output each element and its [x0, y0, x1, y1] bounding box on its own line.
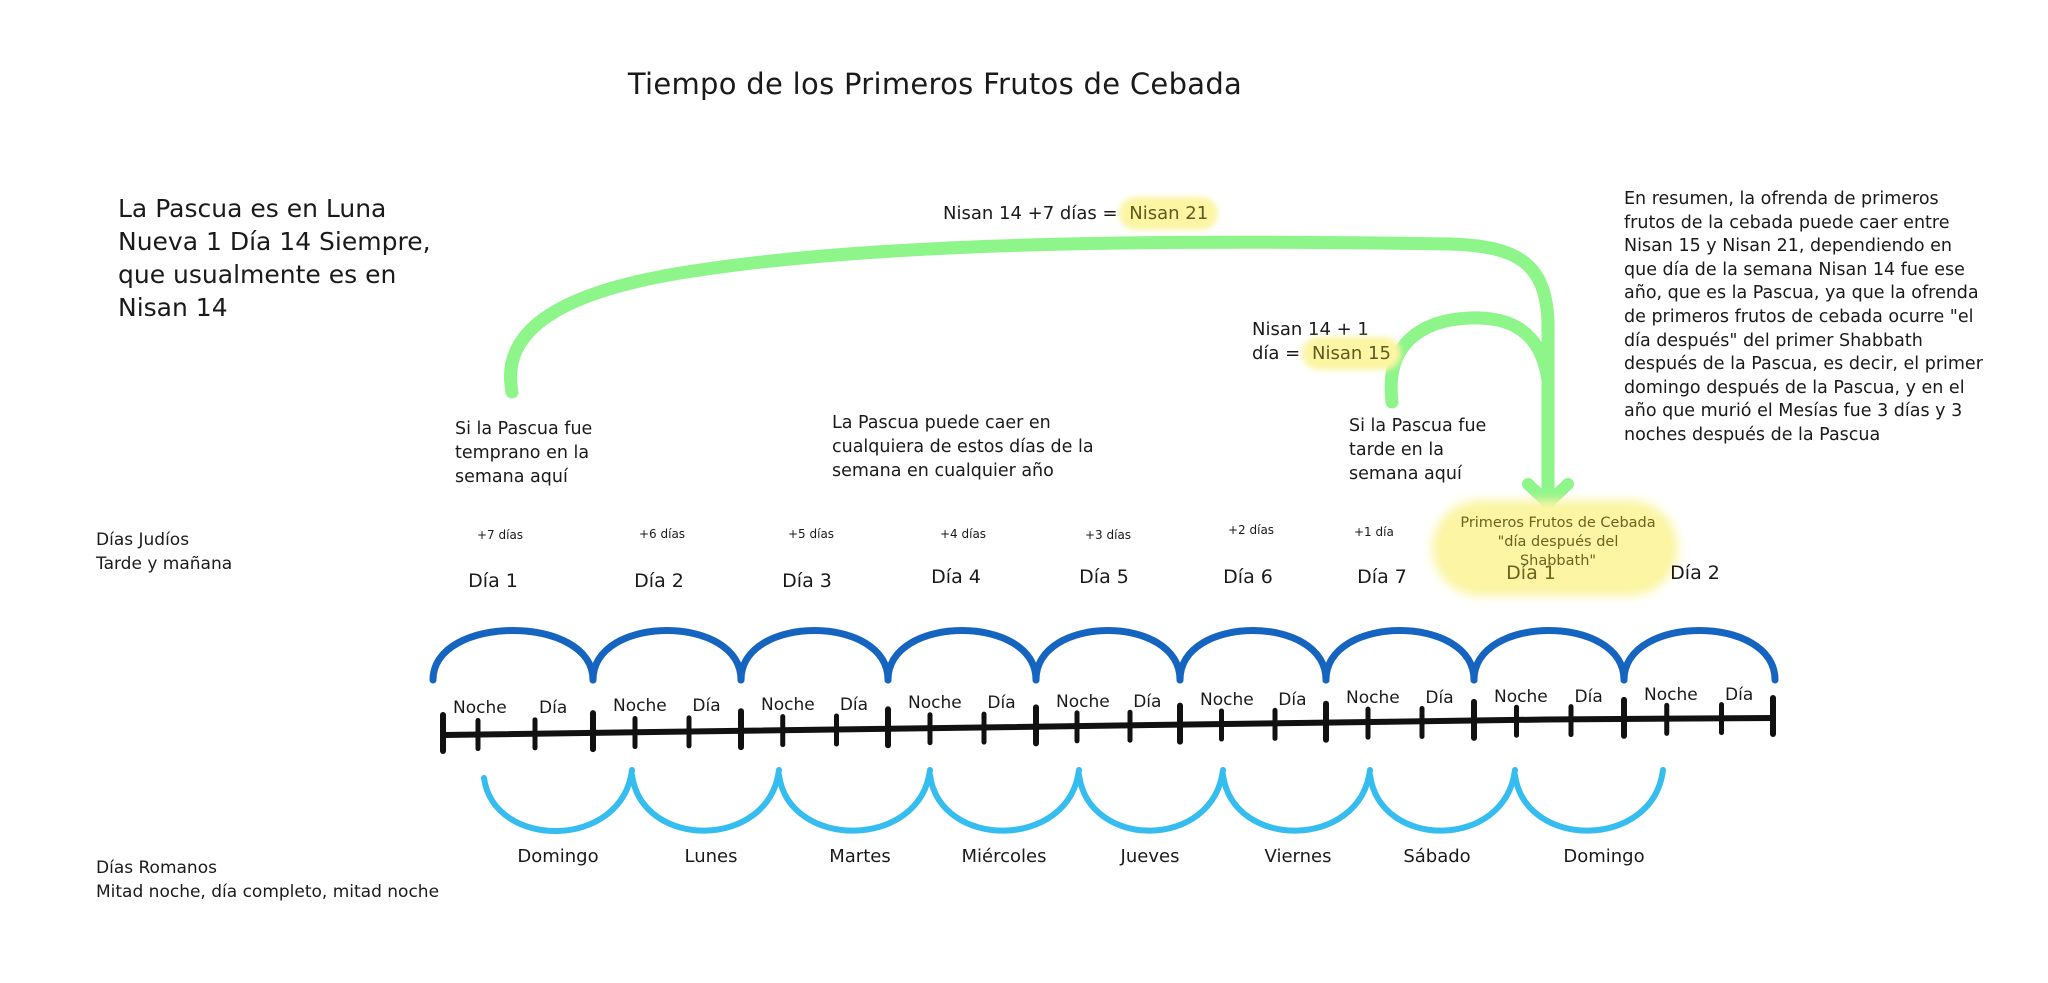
- plus1-prefix: Nisan 14 + 1 día =: [1252, 319, 1369, 364]
- day-label: Día: [839, 694, 869, 715]
- plus7-label: Nisan 14 +7 días = Nisan 21: [943, 201, 1215, 226]
- jewish-day-arc: [429, 627, 597, 684]
- roman-day-arc: [481, 767, 635, 834]
- jewish-day-arc: [1176, 627, 1330, 684]
- night-label: Noche: [1494, 686, 1548, 707]
- offset-label: +5 días: [788, 527, 835, 541]
- first-fruits-line1: Primeros Frutos de Cebada: [1460, 515, 1656, 531]
- roman-day-arcs: [481, 767, 1666, 834]
- offset-label: +2 días: [1228, 523, 1275, 537]
- night-label: Noche: [761, 694, 815, 715]
- passover-note: La Pascua es en Luna Nueva 1 Día 14 Siem…: [118, 194, 431, 322]
- roman-day-arc: [776, 767, 933, 834]
- jewish-day-label: Día 1: [1506, 562, 1556, 584]
- day-label: Día: [539, 698, 568, 718]
- day-label: Día: [1133, 691, 1162, 712]
- offset-label: +3 días: [1085, 528, 1132, 542]
- day-label: Día: [1725, 685, 1754, 706]
- night-label: Noche: [1644, 685, 1698, 706]
- roman-day-arc: [1076, 767, 1226, 834]
- offset-label: +6 días: [639, 527, 686, 541]
- timeline-axis: [440, 715, 1776, 738]
- weekday-label: Viernes: [1264, 846, 1332, 867]
- jewish-day-arc: [1322, 627, 1478, 684]
- arrowhead: [1522, 478, 1574, 509]
- early-week-note: Si la Pascua fue temprano en la semana a…: [455, 419, 593, 487]
- nisan15-highlight: Nisan 15: [1306, 341, 1397, 366]
- roman-day-arc: [1220, 767, 1373, 834]
- jewish-day-arc: [1470, 627, 1628, 684]
- jewish-days-label: Días Judíos Tarde y mañana: [96, 528, 296, 576]
- timeline-line: [440, 715, 1776, 738]
- jewish-day-arc: [1620, 627, 1779, 684]
- offset-label: +1 día: [1354, 525, 1394, 539]
- roman-day-arc: [1367, 767, 1518, 834]
- roman-day-arc: [927, 767, 1082, 834]
- first-fruits-label: Primeros Frutos de Cebada "día después d…: [1458, 514, 1658, 571]
- page-title: Tiempo de los Primeros Frutos de Cebada: [627, 67, 1243, 101]
- jewish-day-label: Día 3: [782, 570, 832, 592]
- night-label: Noche: [453, 698, 507, 718]
- first-fruits-line2: "día después del Shabbath": [1497, 534, 1619, 569]
- roman-days-label: Días Romanos Mitad noche, día completo, …: [96, 856, 456, 904]
- late-week-note: Si la Pascua fue tarde en la semana aquí: [1349, 416, 1487, 484]
- plus7-prefix: Nisan 14 +7 días =: [943, 203, 1118, 224]
- weekday-label: Jueves: [1120, 846, 1180, 867]
- jewish-days-title: Días Judíos: [96, 530, 190, 550]
- plus1-label: Nisan 14 + 1 día = Nisan 15: [1252, 318, 1402, 366]
- jewish-day-arc: [1032, 627, 1184, 684]
- first-fruits-highlight: [1440, 508, 1670, 588]
- offset-label: +4 días: [940, 527, 987, 541]
- jewish-day-arc: [589, 627, 745, 684]
- night-label: Noche: [908, 693, 962, 714]
- nisan21-highlight: Nisan 21: [1123, 201, 1215, 226]
- jewish-day-arc: [737, 627, 892, 684]
- weekday-label: Miércoles: [961, 846, 1047, 867]
- plus7-arrow: [504, 235, 1555, 412]
- offset-label: +7 días: [477, 528, 524, 542]
- jewish-days-subtitle: Tarde y mañana: [96, 554, 233, 574]
- day-label: Día: [692, 696, 721, 717]
- weekday-label: Domingo: [1563, 846, 1645, 867]
- weekday-label: Domingo: [517, 846, 599, 867]
- arrows-group: [504, 235, 1574, 509]
- jewish-day-arc: [884, 627, 1040, 684]
- night-label: Noche: [1200, 690, 1254, 710]
- jewish-day-label: Día 2: [634, 570, 684, 592]
- day-label: Día: [1574, 686, 1603, 707]
- plus1-arrow: [1384, 311, 1555, 497]
- weekday-label: Sábado: [1403, 846, 1471, 867]
- jewish-day-label: Día 6: [1223, 566, 1273, 588]
- jewish-day-label: Día 7: [1357, 566, 1407, 588]
- jewish-day-label: Día 2: [1670, 562, 1720, 584]
- jewish-day-label: Día 5: [1079, 566, 1129, 588]
- night-label: Noche: [613, 696, 667, 717]
- roman-day-arc: [629, 767, 782, 834]
- roman-days-title: Días Romanos: [96, 858, 217, 878]
- roman-days-subtitle: Mitad noche, día completo, mitad noche: [96, 882, 440, 902]
- day-label: Día: [1278, 690, 1307, 710]
- night-label: Noche: [1056, 691, 1110, 712]
- timeline-ticks: [440, 695, 1776, 754]
- night-label: Noche: [1346, 688, 1400, 709]
- day-label: Día: [987, 693, 1016, 714]
- jewish-day-label: Día 4: [931, 566, 981, 588]
- jewish-day-arcs: [429, 627, 1779, 684]
- summary-note: En resumen, la ofrenda de primeros fruto…: [1624, 189, 1983, 445]
- day-label: Día: [1425, 688, 1454, 709]
- any-day-note: La Pascua puede caer en cualquiera de es…: [832, 413, 1094, 481]
- weekday-label: Lunes: [684, 846, 738, 867]
- roman-day-arc: [1512, 767, 1666, 834]
- weekday-label: Martes: [829, 846, 891, 867]
- jewish-day-label: Día 1: [468, 570, 518, 592]
